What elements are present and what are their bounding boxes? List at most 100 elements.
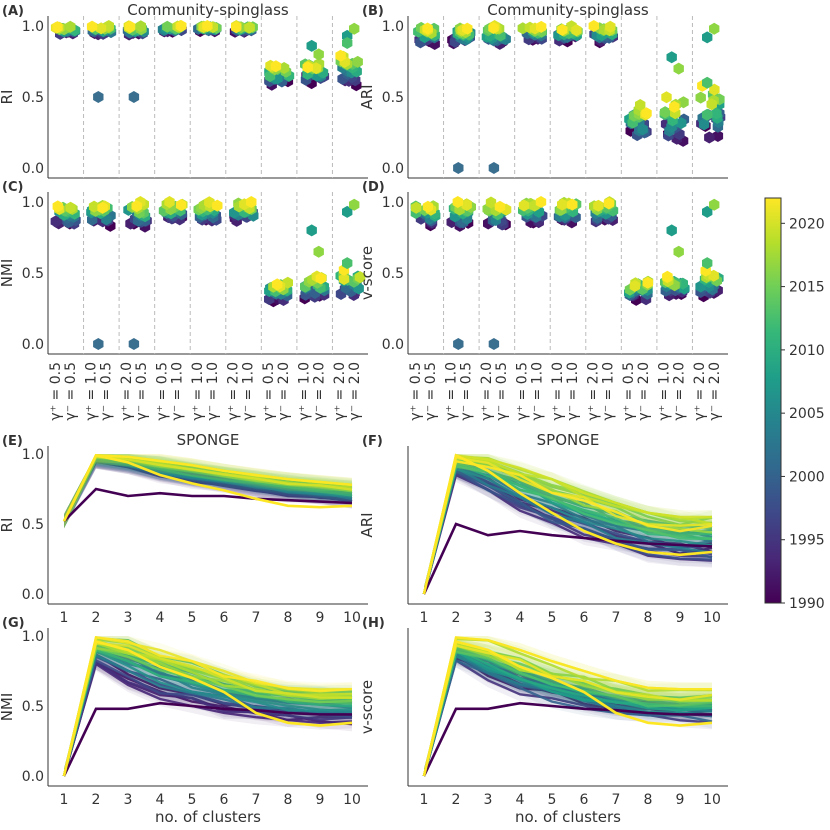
x-tick-label: 8 — [284, 792, 293, 808]
data-point — [212, 199, 223, 212]
series-line — [422, 650, 713, 777]
confidence-band — [64, 454, 352, 529]
x-tick-label: 9 — [676, 610, 685, 626]
series-line — [62, 649, 353, 777]
confidence-band — [64, 454, 352, 529]
data-point — [125, 20, 136, 33]
outlier-point — [313, 48, 324, 61]
category-label: γ⁺ = 1.0 — [443, 362, 459, 421]
outlier-point — [306, 224, 317, 237]
category-label: γ⁻ = 1.0 — [205, 362, 221, 421]
confidence-band — [64, 454, 352, 529]
y-tick-label: 0.5 — [22, 699, 44, 715]
outlier-point — [342, 257, 353, 270]
confidence-band — [64, 454, 352, 529]
confidence-band — [64, 454, 352, 529]
panel-title: SPONGE — [537, 431, 600, 449]
x-tick-label: 10 — [703, 792, 721, 808]
x-tick-label: 7 — [252, 792, 261, 808]
data-point — [422, 200, 434, 213]
data-point — [231, 21, 242, 34]
category-label: γ⁻ = 2.0 — [707, 362, 723, 421]
data-point — [86, 20, 98, 33]
outlier-point — [488, 338, 500, 350]
confidence-band — [424, 464, 712, 594]
y-tick-label: 0.0 — [22, 337, 44, 353]
x-tick-label: 2 — [452, 610, 461, 626]
category-label: γ⁻ = 1.0 — [601, 362, 617, 421]
x-tick-label: 4 — [156, 792, 165, 808]
category-label: γ⁻ = 1.0 — [529, 362, 545, 421]
series-line-2022 — [422, 453, 713, 595]
category-label: γ⁺ = 2.0 — [332, 362, 348, 421]
y-tick-label: 0.0 — [382, 337, 404, 353]
x-tick-label: 6 — [220, 610, 229, 626]
data-point — [50, 215, 61, 228]
panel-title: Community-spinglass — [487, 1, 649, 19]
data-point — [52, 200, 63, 213]
series-line — [422, 465, 713, 595]
category-label: γ⁺ = 2.0 — [692, 362, 708, 421]
panel-e: (E) SPONGE RI 0.0 0.5 1.0 1 2 3 4 5 6 7 8 9 10 — [0, 431, 368, 626]
confidence-band — [424, 463, 712, 594]
x-tick-label: 3 — [124, 792, 133, 808]
confidence-band — [64, 657, 352, 776]
data-point — [704, 131, 715, 144]
outlier-point — [453, 338, 464, 350]
category-label: γ⁻ = 2.0 — [672, 362, 688, 421]
series-line-1990 — [422, 701, 712, 777]
data-point — [557, 23, 568, 36]
series-line — [422, 658, 713, 777]
category-label: γ⁻ = 1.0 — [169, 362, 185, 421]
panel-label: (E) — [2, 434, 23, 449]
x-tick-label: 9 — [316, 610, 325, 626]
data-point — [162, 20, 173, 33]
outlier-point — [666, 51, 677, 64]
x-tick-label: 1 — [60, 792, 69, 808]
data-point — [588, 20, 599, 32]
data-point — [335, 49, 346, 62]
data-point — [246, 196, 257, 208]
x-tick-label: 6 — [580, 792, 589, 808]
category-label: γ⁻ = 0.5 — [423, 362, 439, 421]
data-point — [272, 278, 283, 291]
x-tick-label: 1 — [60, 610, 69, 626]
outlier-point — [702, 76, 713, 89]
series-line — [62, 662, 353, 777]
data-point — [669, 100, 680, 113]
data-point — [708, 269, 719, 282]
x-tick-label: 9 — [676, 792, 685, 808]
y-tick-label: 1.0 — [22, 447, 44, 463]
series-line-2022 — [422, 640, 713, 777]
data-point — [52, 21, 63, 34]
y-tick-label: 1.0 — [22, 629, 44, 645]
data-point — [567, 198, 578, 211]
series-line — [422, 644, 713, 777]
category-label: γ⁺ = 2.0 — [479, 362, 495, 421]
panel-label: (B) — [362, 4, 384, 19]
series-line — [422, 636, 712, 777]
colorbar-tick-label: 2020 — [789, 216, 825, 232]
x-tick-label: 8 — [644, 792, 653, 808]
data-point — [642, 276, 653, 289]
panel-label: (C) — [2, 180, 23, 195]
data-point — [698, 118, 710, 131]
data-point — [641, 107, 652, 120]
data-point — [65, 20, 76, 33]
category-label: γ⁻ = 1.0 — [565, 362, 581, 421]
data-point — [535, 196, 547, 208]
y-tick-label: 0.0 — [22, 161, 44, 177]
category-label: γ⁻ = 0.5 — [458, 362, 474, 421]
data-point — [278, 62, 290, 74]
data-point — [711, 107, 722, 120]
confidence-band — [64, 648, 352, 776]
x-tick-label: 2 — [92, 610, 101, 626]
outlier-point — [128, 91, 140, 103]
category-label: γ⁻ = 2.0 — [636, 362, 652, 421]
y-tick-label: 0.0 — [382, 161, 404, 177]
data-point — [461, 199, 472, 211]
x-tick-label: 10 — [703, 610, 721, 626]
confidence-band — [64, 454, 352, 529]
y-tick-label: 0.5 — [22, 517, 44, 533]
x-tick-label: 5 — [548, 792, 557, 808]
